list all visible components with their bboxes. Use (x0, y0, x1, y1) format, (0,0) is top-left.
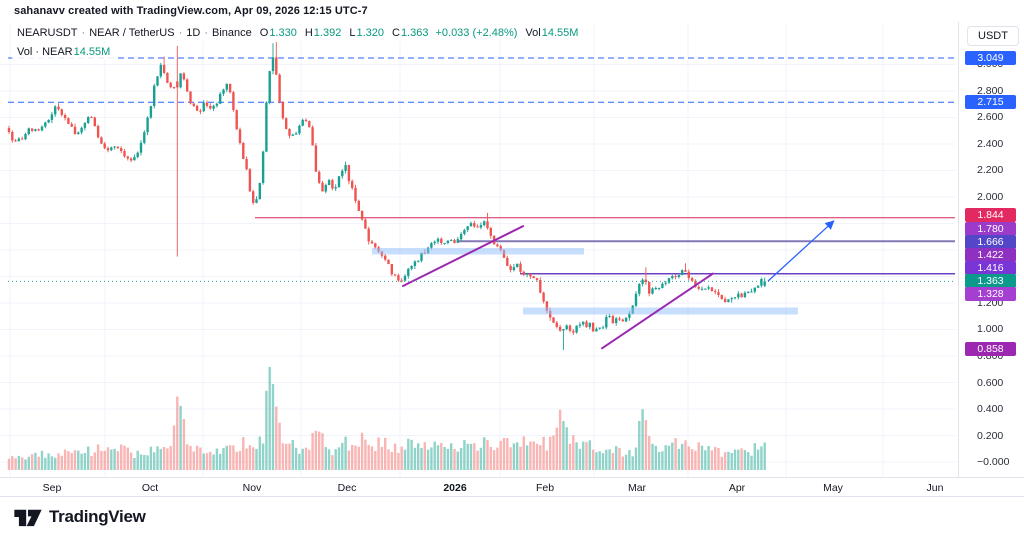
volume-value: 14.55M (541, 27, 579, 39)
time-axis-label[interactable]: Feb (535, 482, 555, 494)
creator-text: sahanavv created with TradingView.com, A… (14, 5, 368, 17)
time-axis-label[interactable]: May (823, 482, 843, 494)
price-badge: 3.049 (965, 51, 1016, 65)
projection-arrow[interactable] (767, 220, 835, 282)
tradingview-logo-text: TradingView (49, 507, 146, 526)
legend-interval[interactable]: 1D (186, 27, 201, 39)
ohlc-high-value: 1.392 (313, 27, 342, 39)
tradingview-logo-icon (14, 509, 42, 527)
price-tick-label: −0.000 (977, 456, 1010, 468)
tradingview-logo[interactable]: TradingView (14, 507, 146, 527)
price-badge: 1.416 (965, 261, 1016, 275)
time-axis-label[interactable]: Apr (728, 482, 746, 494)
time-axis-label[interactable]: Sep (42, 482, 62, 494)
legend-exchange: Binance (211, 27, 252, 39)
price-tick-label: 2.800 (977, 85, 1004, 97)
volume-label: Vol (525, 27, 541, 39)
time-axis-label[interactable]: Oct (141, 482, 159, 494)
price-badge: 1.844 (965, 208, 1016, 222)
trendline[interactable] (601, 272, 714, 350)
legend-separator: · (204, 27, 208, 39)
time-axis[interactable]: Sep Oct Nov Dec 2026 Feb Mar Apr May Jun (0, 477, 1024, 497)
price-badge: 1.328 (965, 287, 1016, 301)
ohlc-high-label: H (304, 27, 313, 39)
price-tick-label: 2.600 (977, 111, 1004, 123)
time-axis-label[interactable]: 2026 (443, 482, 467, 494)
ohlc-close-label: C (391, 27, 400, 39)
price-tick-label: 2.400 (977, 138, 1004, 150)
volume-series (7, 367, 766, 470)
legend-symbol-row[interactable]: NEARUSDT · NEAR / TetherUS · 1D · Binanc… (12, 25, 584, 41)
price-tick-label: 0.400 (977, 403, 1004, 415)
price-tick-label: 2.200 (977, 164, 1004, 176)
price-badge: 0.858 (965, 342, 1016, 356)
price-tick-label: 2.000 (977, 191, 1004, 203)
time-axis-label[interactable]: Jun (926, 482, 944, 494)
ohlc-close-value: 1.363 (400, 27, 429, 39)
price-badge: 2.715 (965, 95, 1016, 109)
legend-volume-row[interactable]: Vol · NEAR 14.55M (12, 44, 116, 60)
ohlc-open-label: O (259, 27, 269, 39)
price-tick-label: 0.600 (977, 377, 1004, 389)
price-chart-canvas[interactable] (0, 0, 958, 477)
change-value: +0.033 (+2.48%) (435, 27, 518, 39)
candle-series (7, 42, 766, 350)
footer: TradingView (0, 498, 1024, 539)
chart-legend: NEARUSDT · NEAR / TetherUS · 1D · Binanc… (12, 25, 584, 63)
creator-strip: sahanavv created with TradingView.com, A… (0, 0, 1024, 22)
legend-separator: · (178, 27, 183, 39)
legend-symbol[interactable]: NEARUSDT (17, 27, 78, 39)
volume-series-value: 14.55M (73, 46, 111, 58)
ohlc-open-value: 1.330 (269, 27, 297, 39)
time-axis-label[interactable]: Dec (337, 482, 357, 494)
trendline[interactable] (402, 225, 524, 287)
price-badge: 1.780 (965, 222, 1016, 236)
volume-series-label: Vol · NEAR (17, 46, 73, 58)
highlight-band[interactable] (523, 307, 798, 315)
price-badge: 1.666 (965, 235, 1016, 249)
price-badge: 1.422 (965, 248, 1016, 262)
price-tick-label: 1.000 (977, 323, 1004, 335)
legend-pair: NEAR / TetherUS (89, 27, 175, 39)
time-axis-label[interactable]: Nov (242, 482, 262, 494)
ohlc-low-label: L (349, 27, 356, 39)
price-tick-label: 0.200 (977, 430, 1004, 442)
ohlc-low-value: 1.320 (356, 27, 384, 39)
highlight-band[interactable] (372, 248, 584, 255)
time-axis-label[interactable]: Mar (627, 482, 647, 494)
price-axis[interactable]: USDT 3.0002.8002.6002.4002.2002.0001.200… (958, 22, 1024, 497)
price-badge: 1.363 (965, 274, 1016, 288)
legend-separator: · (81, 27, 86, 39)
currency-label: USDT (967, 26, 1019, 46)
